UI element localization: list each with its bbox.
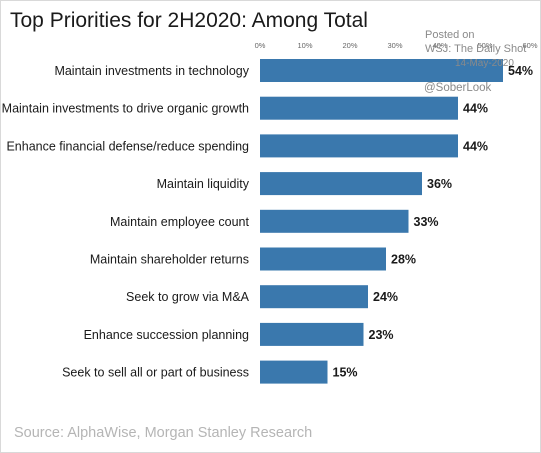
x-tick-label: 60%: [522, 41, 537, 50]
chart-title: Top Priorities for 2H2020: Among Total: [10, 9, 368, 32]
watermark-date: 14-May-2020: [455, 58, 514, 69]
x-tick-label: 50%: [477, 41, 492, 50]
category-label: Maintain employee count: [110, 215, 249, 229]
value-label: 24%: [373, 290, 398, 304]
bar: [260, 247, 386, 271]
bar: [260, 96, 458, 120]
value-label: 15%: [333, 366, 358, 380]
source-note: Source: AlphaWise, Morgan Stanley Resear…: [14, 425, 313, 441]
bar: [260, 322, 364, 346]
x-axis-ticks: 0% 10% 20% 30% 40% 50% 60%: [255, 41, 538, 50]
category-label: Enhance succession planning: [84, 328, 249, 342]
x-tick-label: 20%: [342, 41, 357, 50]
value-label: 44%: [463, 139, 488, 153]
category-label: Seek to sell all or part of business: [62, 366, 249, 380]
bar: [260, 59, 503, 82]
value-label: 44%: [463, 102, 488, 116]
category-label: Maintain investments to drive organic gr…: [2, 102, 249, 116]
x-tick-label: 30%: [387, 41, 402, 50]
value-labels: 54% 44% 44% 36% 33% 28% 24% 23% 15%: [333, 64, 534, 380]
bar: [260, 209, 409, 233]
category-label: Maintain investments in technology: [54, 64, 249, 78]
category-labels: Maintain investments in technology Mainta…: [2, 64, 250, 380]
bar: [260, 172, 422, 196]
watermark-posted: Posted on: [425, 29, 475, 41]
category-label: Seek to grow via M&A: [126, 290, 250, 304]
x-tick-label: 10%: [297, 41, 312, 50]
watermark-handle: @SoberLook: [424, 82, 492, 94]
category-label: Maintain liquidity: [157, 177, 250, 191]
category-label: Enhance financial defense/reduce spendin…: [6, 139, 249, 153]
bar: [260, 285, 368, 309]
x-tick-label: 0%: [255, 41, 266, 50]
category-label: Maintain shareholder returns: [90, 253, 249, 267]
bars: [260, 59, 503, 384]
value-label: 54%: [508, 64, 533, 78]
value-label: 36%: [427, 177, 452, 191]
bar: [260, 134, 458, 158]
value-label: 28%: [391, 253, 416, 267]
value-label: 23%: [369, 328, 394, 342]
watermark-daily-shot: WSJ: The Daily Shot: [425, 43, 527, 55]
bar: [260, 360, 328, 384]
value-label: 33%: [414, 215, 439, 229]
x-tick-label: 40%: [432, 41, 447, 50]
